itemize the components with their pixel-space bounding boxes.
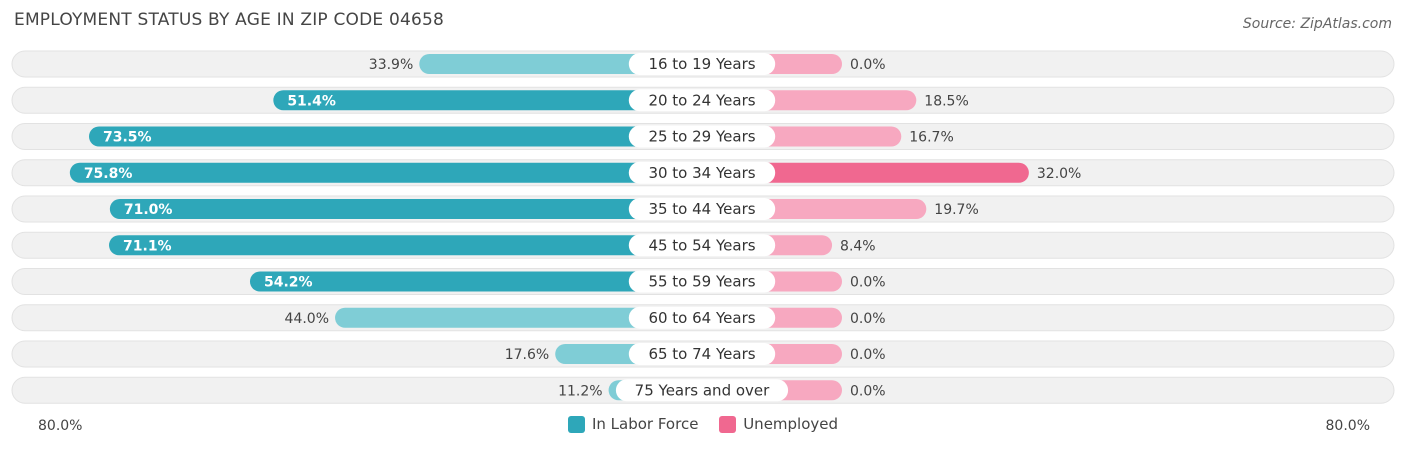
category-pill: [628, 89, 776, 112]
legend-swatch-labor: [567, 415, 585, 433]
category-pill: [628, 198, 776, 220]
unemployed-value-label: 8.4%: [840, 238, 876, 254]
labor-bar: [273, 90, 702, 111]
legend: In Labor Force Unemployed: [0, 415, 1406, 437]
category-pill: [628, 306, 776, 329]
labor-bar: [249, 271, 703, 292]
category-label: 65 to 74 Years: [648, 345, 755, 363]
category-pill: [628, 234, 776, 257]
unemployed-value-label: 0.0%: [850, 383, 886, 399]
labor-bar: [109, 199, 703, 219]
unemployed-value-label: 16.7%: [909, 130, 953, 146]
unemployed-value-label: 0.0%: [850, 311, 886, 327]
labor-value-label: 75.8%: [84, 166, 133, 182]
category-label: 30 to 34 Years: [648, 164, 755, 182]
labor-value-label: 17.6%: [505, 347, 549, 363]
category-label: 25 to 29 Years: [648, 128, 755, 146]
labor-value-label: 71.1%: [123, 238, 172, 254]
legend-item-labor: In Labor Force: [567, 415, 699, 433]
category-label: 45 to 54 Years: [648, 236, 755, 254]
labor-bar: [109, 235, 702, 256]
category-label: 75 Years and over: [635, 381, 770, 399]
labor-bar: [335, 307, 702, 328]
legend-swatch-unemployed: [719, 415, 737, 433]
chart-title: EMPLOYMENT STATUS BY AGE IN ZIP CODE 046…: [14, 10, 445, 30]
labor-value-label: 73.5%: [103, 130, 152, 146]
legend-item-unemployed: Unemployed: [719, 415, 838, 433]
legend-label-unemployed: Unemployed: [743, 415, 839, 433]
category-pill: [628, 270, 776, 293]
category-label: 16 to 19 Years: [648, 55, 755, 73]
labor-value-label: 33.9%: [369, 57, 413, 73]
unemployed-value-label: 0.0%: [850, 275, 886, 291]
labor-bar: [69, 162, 702, 183]
labor-value-label: 44.0%: [285, 311, 329, 327]
axis-right-label: 80.0%: [1325, 418, 1370, 434]
category-pill: [628, 343, 776, 365]
unemployed-value-label: 0.0%: [850, 347, 886, 363]
unemployed-value-label: 19.7%: [934, 202, 978, 218]
labor-value-label: 54.2%: [264, 275, 313, 291]
labor-bar: [89, 126, 702, 147]
labor-value-label: 51.4%: [287, 93, 336, 109]
category-pill: [628, 125, 776, 148]
axis-left-label: 80.0%: [38, 418, 83, 434]
category-label: 60 to 64 Years: [648, 309, 755, 327]
unemployed-value-label: 32.0%: [1037, 166, 1081, 182]
labor-value-label: 11.2%: [558, 383, 602, 399]
unemployed-value-label: 18.5%: [924, 93, 968, 109]
legend-label-labor: In Labor Force: [591, 415, 699, 433]
category-pill: [628, 53, 776, 75]
unemployed-value-label: 0.0%: [850, 57, 886, 73]
unemployed-bar: [702, 162, 1029, 183]
source-label: Source: ZipAtlas.com: [1242, 16, 1392, 32]
category-label: 35 to 44 Years: [648, 200, 755, 218]
category-label: 20 to 24 Years: [648, 91, 755, 109]
category-pill: [615, 379, 789, 402]
labor-value-label: 71.0%: [124, 202, 173, 218]
category-label: 55 to 59 Years: [648, 273, 755, 291]
category-pill: [628, 161, 776, 184]
